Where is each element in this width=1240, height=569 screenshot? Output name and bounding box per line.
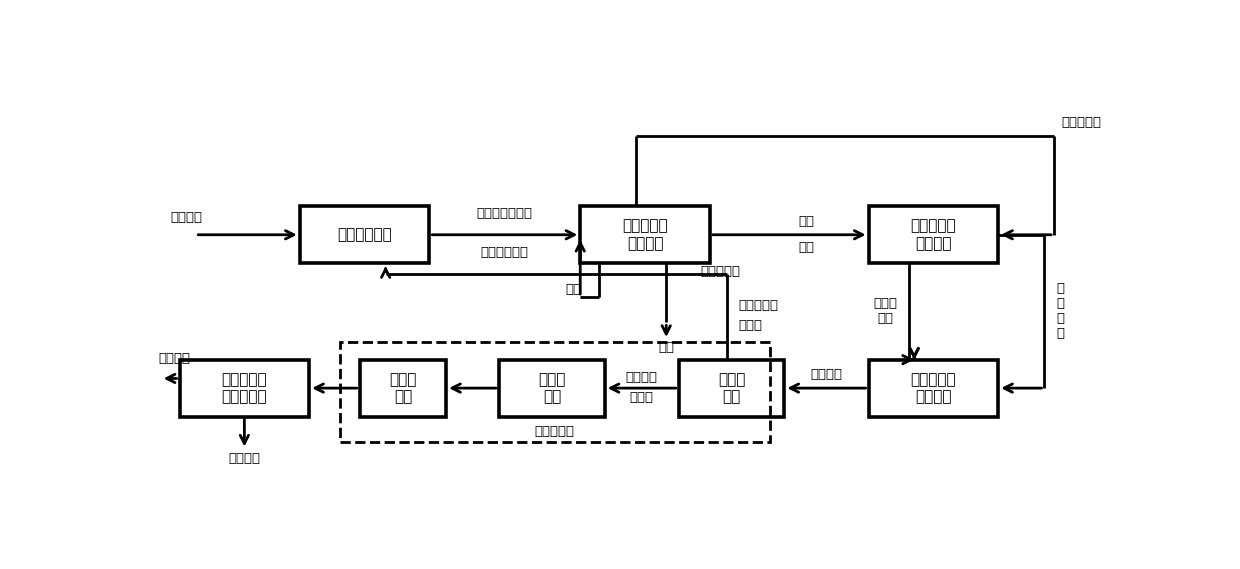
FancyBboxPatch shape <box>580 207 711 263</box>
FancyBboxPatch shape <box>300 207 429 263</box>
Text: 回流: 回流 <box>565 283 582 296</box>
Text: 二
级
滤
液: 二 级 滤 液 <box>1056 282 1064 340</box>
Text: 第三级纳滤
分盐系统: 第三级纳滤 分盐系统 <box>910 372 956 405</box>
Text: 第一级纳滤
分盐系统: 第一级纳滤 分盐系统 <box>622 218 668 251</box>
Text: 初级富锂: 初级富锂 <box>626 370 657 384</box>
Text: 富锂浓
缩液: 富锂浓 缩液 <box>389 372 417 405</box>
Text: 反渗透滤液: 反渗透滤液 <box>738 299 779 312</box>
Text: 正渗透
系统: 正渗透 系统 <box>538 372 565 405</box>
Text: 一级: 一级 <box>799 215 815 228</box>
Text: 三级浓
缩液: 三级浓 缩液 <box>874 298 898 325</box>
Text: 一级浓水: 一级浓水 <box>228 452 260 465</box>
Text: 汲取液: 汲取液 <box>738 319 763 332</box>
Text: 二级浓缩液: 二级浓缩液 <box>1061 116 1101 129</box>
Text: 一级纳滤深
度除镁系统: 一级纳滤深 度除镁系统 <box>222 372 267 405</box>
FancyBboxPatch shape <box>868 207 998 263</box>
Text: 滤液: 滤液 <box>799 241 815 254</box>
Text: 膜浓缩系统: 膜浓缩系统 <box>534 426 575 439</box>
Text: 浓缩液: 浓缩液 <box>630 391 653 404</box>
Text: 预处理后稀释: 预处理后稀释 <box>481 246 528 259</box>
FancyBboxPatch shape <box>360 360 446 417</box>
Text: 第二级纳滤
分盐系统: 第二级纳滤 分盐系统 <box>910 218 956 251</box>
Text: 外排: 外排 <box>658 341 675 354</box>
Text: 一级浓缩液: 一级浓缩液 <box>701 265 740 278</box>
Text: 盐湖卤水: 盐湖卤水 <box>170 211 202 224</box>
Text: 反渗透
系统: 反渗透 系统 <box>718 372 745 405</box>
FancyBboxPatch shape <box>678 360 785 417</box>
FancyBboxPatch shape <box>498 360 605 417</box>
FancyBboxPatch shape <box>180 360 309 417</box>
Text: 微滤预处理卤水: 微滤预处理卤水 <box>477 207 533 220</box>
Text: 微滤净化系统: 微滤净化系统 <box>337 227 392 242</box>
FancyBboxPatch shape <box>868 360 998 417</box>
Text: 提锂母液: 提锂母液 <box>159 352 191 365</box>
Text: 三级滤液: 三级滤液 <box>811 368 842 381</box>
